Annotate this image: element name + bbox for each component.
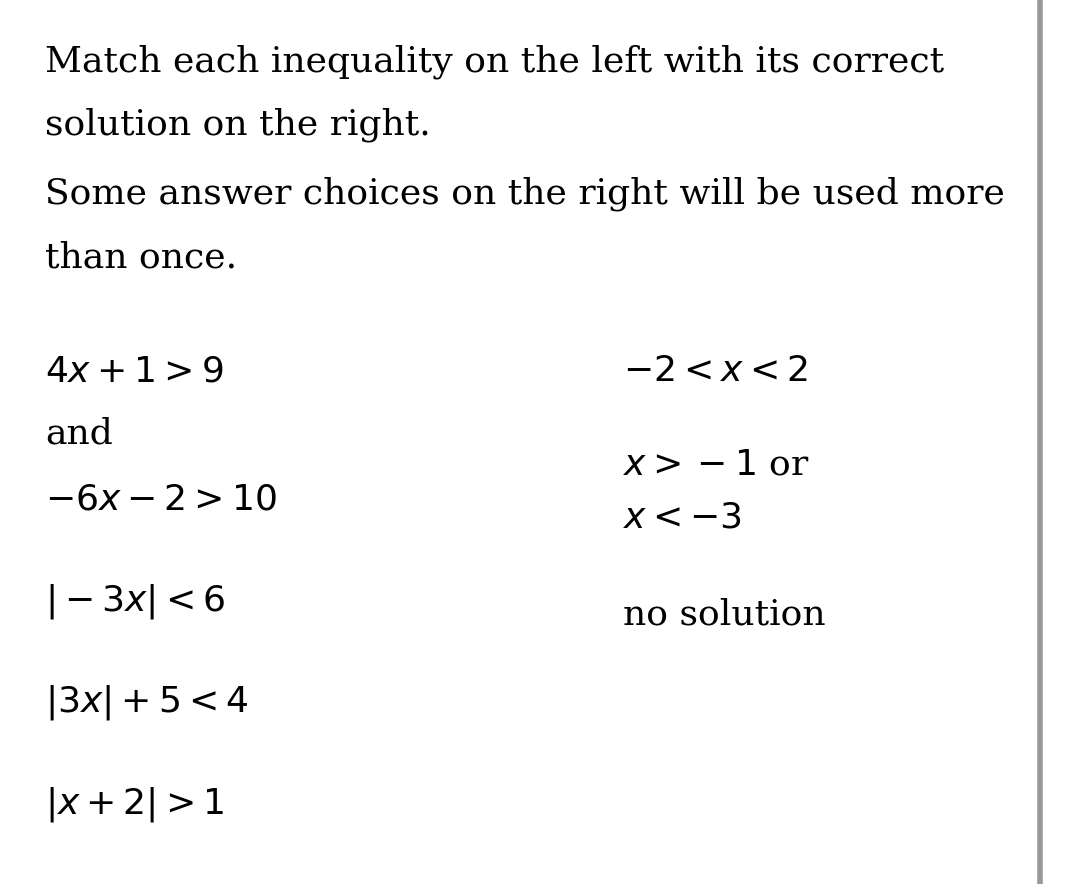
Text: $|x + 2| > 1$: $|x + 2| > 1$	[45, 785, 224, 824]
Text: $| - 3x| < 6$: $| - 3x| < 6$	[45, 582, 226, 621]
Text: solution on the right.: solution on the right.	[45, 108, 431, 142]
Text: $x > -1$ or: $x > -1$ or	[623, 447, 810, 481]
Text: Match each inequality on the left with its correct: Match each inequality on the left with i…	[45, 44, 944, 79]
Text: $4x + 1 > 9$: $4x + 1 > 9$	[45, 354, 223, 388]
Text: Some answer choices on the right will be used more: Some answer choices on the right will be…	[45, 177, 1005, 211]
Text: and: and	[45, 416, 113, 450]
Text: $x < -3$: $x < -3$	[623, 500, 742, 534]
Text: $|3x| + 5 < 4$: $|3x| + 5 < 4$	[45, 683, 248, 722]
Text: than once.: than once.	[45, 240, 237, 274]
Text: $-2 < x < 2$: $-2 < x < 2$	[623, 354, 808, 388]
Text: $-6x - 2 > 10$: $-6x - 2 > 10$	[45, 483, 277, 516]
Text: no solution: no solution	[623, 598, 826, 631]
